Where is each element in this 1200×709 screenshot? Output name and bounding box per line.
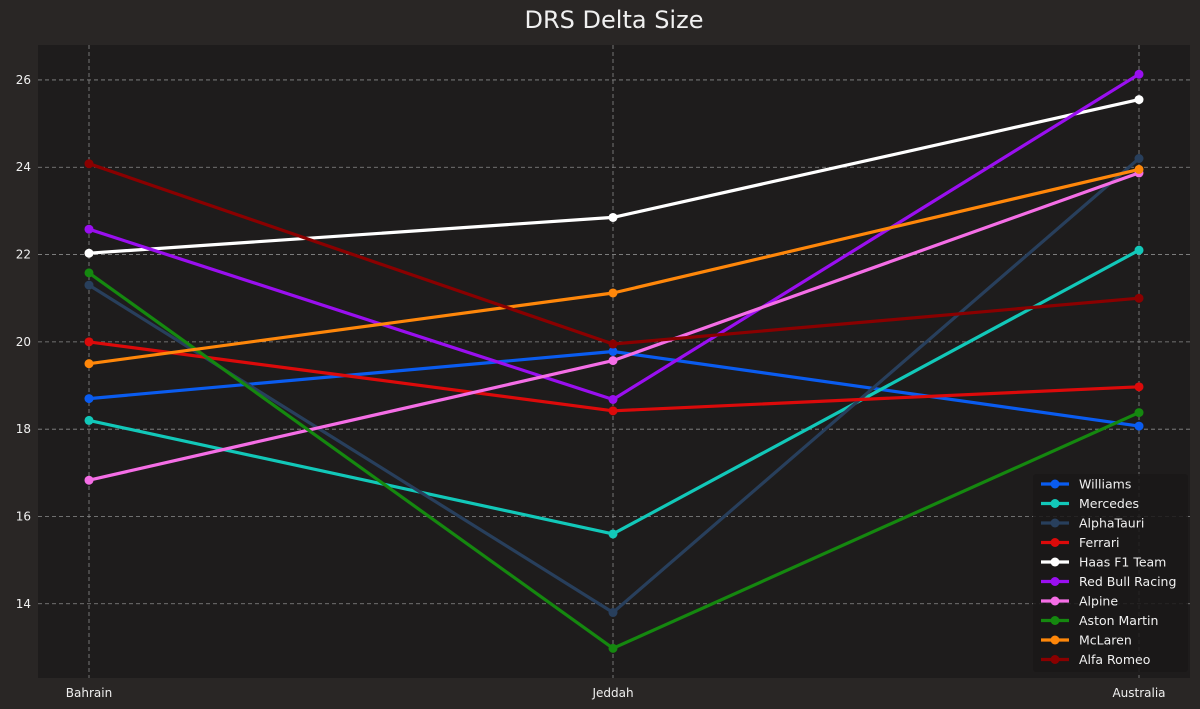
data-point xyxy=(84,475,94,485)
legend-item: Aston Martin xyxy=(1041,613,1158,628)
legend-swatch-marker xyxy=(1050,616,1060,625)
data-point xyxy=(608,356,618,366)
x-tick-label: Bahrain xyxy=(66,686,112,700)
legend-item: Williams xyxy=(1041,477,1131,492)
y-tick-label: 22 xyxy=(16,248,31,262)
data-point xyxy=(608,529,618,539)
legend-swatch-marker xyxy=(1050,635,1060,645)
legend-label: Aston Martin xyxy=(1079,613,1158,628)
data-point xyxy=(608,346,618,356)
legend-swatch-marker xyxy=(1050,596,1060,606)
data-point xyxy=(608,608,618,618)
data-point xyxy=(608,212,618,222)
data-point xyxy=(84,248,94,258)
data-point xyxy=(1134,95,1144,105)
series-mercedes xyxy=(84,245,1144,539)
data-point xyxy=(84,337,94,347)
y-tick-label: 14 xyxy=(16,597,31,611)
data-point xyxy=(1134,154,1144,164)
series-alphatauri xyxy=(84,154,1144,618)
legend-item: Ferrari xyxy=(1041,535,1120,550)
y-tick-label: 18 xyxy=(16,422,31,436)
legend-label: Williams xyxy=(1079,477,1131,492)
legend-label: Haas F1 Team xyxy=(1079,555,1166,570)
y-tick-label: 20 xyxy=(16,335,31,349)
data-point xyxy=(1134,69,1144,79)
data-point xyxy=(608,643,618,653)
legend-swatch-marker xyxy=(1050,557,1060,567)
legend-label: AlphaTauri xyxy=(1079,516,1144,531)
legend-item: Red Bull Racing xyxy=(1041,574,1176,589)
y-tick-label: 24 xyxy=(16,160,31,174)
legend-item: Alfa Romeo xyxy=(1041,652,1150,667)
chart-title: DRS Delta Size xyxy=(525,6,704,34)
legend-swatch-marker xyxy=(1050,655,1060,664)
data-point xyxy=(608,406,618,416)
series-red-bull-racing xyxy=(84,69,1144,404)
series-lines xyxy=(84,69,1144,653)
data-point xyxy=(1134,293,1144,303)
data-point xyxy=(608,288,618,298)
data-point xyxy=(608,394,618,404)
legend-item: Alpine xyxy=(1041,594,1118,609)
legend-label: McLaren xyxy=(1079,633,1132,648)
data-point xyxy=(84,268,94,278)
series-alfa-romeo xyxy=(84,159,1144,349)
y-tick-label: 26 xyxy=(16,73,31,87)
data-point xyxy=(84,359,94,369)
data-point xyxy=(84,280,94,290)
legend-swatch-marker xyxy=(1050,479,1060,489)
series-aston-martin xyxy=(84,268,1144,653)
data-point xyxy=(84,159,94,169)
data-point xyxy=(84,415,94,425)
data-point xyxy=(1134,382,1144,392)
data-point xyxy=(84,224,94,234)
legend-label: Red Bull Racing xyxy=(1079,574,1176,589)
series-williams xyxy=(84,346,1144,431)
legend: Williams Mercedes AlphaTauri Ferrari Haas F1… xyxy=(1033,474,1188,672)
legend-swatch-marker xyxy=(1050,538,1060,547)
axes: 14 16 18 20 22 24 26 Bahrain Jeddah Australia xyxy=(16,73,1166,700)
legend-item: Mercedes xyxy=(1041,496,1139,511)
data-point xyxy=(1134,421,1144,431)
legend-item: McLaren xyxy=(1041,633,1132,648)
legend-label: Alpine xyxy=(1079,594,1118,609)
legend-label: Alfa Romeo xyxy=(1079,652,1150,667)
series-ferrari xyxy=(84,337,1144,416)
legend-item: AlphaTauri xyxy=(1041,516,1144,531)
data-point xyxy=(1134,164,1144,174)
x-tick-label: Jeddah xyxy=(591,686,633,700)
data-point xyxy=(1134,408,1144,418)
legend-swatch-marker xyxy=(1050,518,1060,528)
series-haas-f1-team xyxy=(84,95,1144,258)
legend-swatch-marker xyxy=(1050,499,1060,508)
legend-box xyxy=(1033,474,1188,672)
legend-label: Ferrari xyxy=(1079,535,1120,550)
legend-label: Mercedes xyxy=(1079,496,1139,511)
legend-swatch-marker xyxy=(1050,577,1060,586)
legend-item: Haas F1 Team xyxy=(1041,555,1166,570)
x-tick-label: Australia xyxy=(1112,686,1165,700)
data-point xyxy=(84,394,94,404)
data-point xyxy=(1134,245,1144,255)
data-point xyxy=(608,339,618,349)
y-tick-label: 16 xyxy=(16,509,31,523)
series-mclaren xyxy=(84,164,1144,369)
